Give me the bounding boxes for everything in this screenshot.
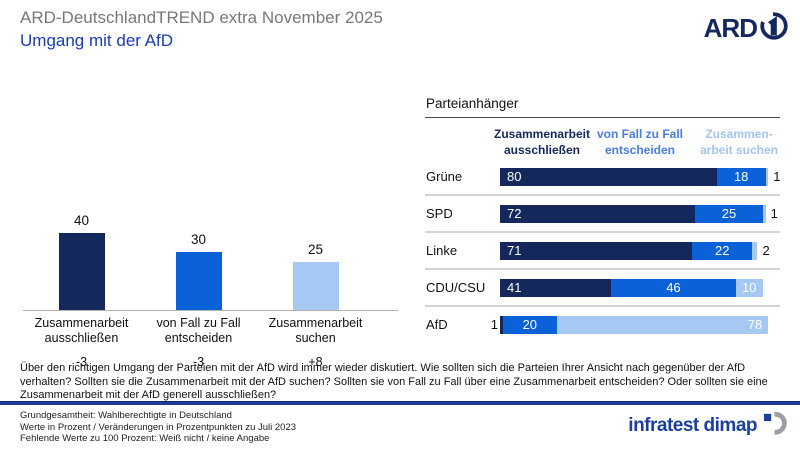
row-separator: [425, 268, 780, 270]
bar-segment: 10: [735, 279, 763, 297]
segment-value-label-outside: 2: [762, 243, 770, 258]
bar-segment: 80: [500, 168, 717, 186]
stacked-bar: 80 18: [500, 168, 769, 186]
footer-divider-line: [0, 401, 800, 405]
bar-segment: 41: [500, 279, 612, 297]
segment-value-label: 22: [714, 243, 730, 258]
row-separator: [425, 305, 780, 307]
bar-category-label: Zusammenarbeit suchen: [268, 316, 363, 345]
footer-notes: Grundgesamtheit: Wahlberechtigte in Deut…: [20, 410, 296, 445]
footer-note-line: Fehlende Werte zu 100 Prozent: Weiß nich…: [20, 433, 270, 444]
bar: [58, 233, 105, 310]
row-separator: [425, 194, 780, 196]
segment-value-label: 41: [507, 280, 522, 295]
ard-one-circle-icon: [758, 10, 790, 47]
left-chart: 40 30 25 Zusammenarbeit ausschließen von Fal…: [23, 210, 398, 369]
footer-note-line: Werte in Prozent / Veränderungen in Proz…: [20, 421, 297, 433]
infratest-dimap-logo: infratest dimap: [628, 411, 788, 440]
party-row: SPD 72 25 1: [425, 205, 780, 223]
page-title: Umgang mit der AfD: [20, 31, 174, 50]
report-supertitle: ARD-DeutschlandTREND extra November 2025: [20, 8, 383, 27]
bar: [175, 252, 222, 310]
bar-segment: 78: [556, 316, 769, 334]
ard-logo-text: ARD: [703, 13, 758, 43]
party-label: SPD: [426, 206, 453, 221]
stacked-bar: 20 78: [500, 316, 769, 334]
bar-group: 30: [140, 210, 257, 310]
segment-value-label: 78: [747, 317, 763, 332]
bar-value-label: 40: [73, 213, 90, 229]
segment-value-label: 25: [721, 206, 737, 221]
bar-columns: 40 30 25: [23, 210, 398, 310]
series-header-label: Zusammen- arbeit suchen: [699, 127, 779, 157]
bar-change-label: -3: [75, 355, 88, 369]
bar-segment: [762, 205, 766, 223]
segment-value-label-outside: 1: [490, 317, 498, 332]
segment-value-label: 71: [507, 243, 522, 258]
segment-value-label: 20: [522, 317, 538, 332]
right-chart-title: Parteianhänger: [425, 96, 780, 118]
bar-segment: 22: [692, 242, 753, 260]
bar-segment: 46: [611, 279, 736, 297]
bar-segment: 72: [500, 205, 696, 223]
party-row: Linke 71 22 2: [425, 242, 780, 260]
segment-value-label: 10: [742, 280, 757, 295]
party-row: AfD 20 78 1: [425, 316, 780, 334]
segment-value-label: 18: [733, 169, 749, 184]
bar-segment: 18: [716, 168, 766, 186]
footer-note-line: Grundgesamtheit: Wahlberechtigte in Deut…: [20, 410, 232, 421]
party-label: Linke: [426, 243, 458, 258]
segment-value-label: 72: [507, 206, 522, 221]
segment-value-label: 80: [507, 169, 522, 184]
stacked-bar: 71 22: [500, 242, 758, 260]
bar-category-label: von Fall zu Fall entscheiden: [156, 316, 241, 345]
segment-value-label: 46: [666, 280, 681, 295]
bar-segment: 71: [500, 242, 693, 260]
right-chart-column-headers: Zusammenarbeit ausschließen von Fall zu F…: [425, 126, 780, 160]
stacked-bar: 72 25: [500, 205, 766, 223]
infratest-dimap-wordmark: infratest dimap: [628, 414, 757, 436]
x-axis-line: [23, 310, 398, 311]
party-row: CDU/CSU 41 46 10: [425, 279, 780, 297]
bar-change-label: -3: [192, 355, 205, 369]
party-label: CDU/CSU: [426, 280, 486, 295]
bar-segment: 25: [695, 205, 763, 223]
stacked-bar: 41 46 10: [500, 279, 763, 297]
segment-value-label-outside: 1: [770, 206, 778, 221]
bar-segment: [500, 316, 503, 334]
bar-category-labels: Zusammenarbeit ausschließen von Fall zu F…: [23, 311, 398, 346]
party-label: AfD: [426, 317, 448, 332]
header: ARD-DeutschlandTREND extra November 2025…: [20, 8, 383, 51]
bar-group: 25: [257, 210, 374, 310]
right-chart-rows: Grüne 80 18 1 SPD 72 25 1 Linke 71 22 2 CDU/CSU 41 46 1…: [425, 168, 781, 334]
bar-change-label: +8: [308, 355, 323, 369]
bar-value-label: 30: [190, 232, 207, 248]
bar-change-labels: -3 -3 +8: [23, 346, 398, 369]
series-header-label: Zusammenarbeit ausschließen: [493, 127, 591, 157]
survey-question-text: Über den richtigen Umgang der Parteien m…: [20, 362, 768, 401]
party-label: Grüne: [426, 169, 463, 184]
segment-value-label-outside: 1: [773, 169, 781, 184]
bar-value-label: 25: [307, 242, 324, 257]
bar-group: 40: [23, 210, 140, 310]
bar: [292, 262, 339, 310]
bar-category-label: Zusammenarbeit ausschließen: [34, 316, 129, 345]
bar-segment: [765, 168, 769, 186]
ard-logo: ARD: [704, 10, 790, 47]
bar-segment: 20: [502, 316, 557, 334]
row-separator: [425, 231, 780, 233]
bar-segment: [752, 242, 758, 260]
infratest-dimap-icon: [763, 411, 788, 440]
series-header-label: von Fall zu Fall entscheiden: [596, 127, 683, 157]
party-row: Grüne 80 18 1: [425, 168, 781, 186]
right-chart: Parteianhänger Zusammenarbeit ausschließ…: [425, 96, 781, 334]
